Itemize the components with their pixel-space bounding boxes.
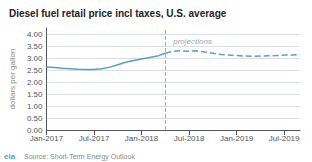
svg-text:1.50: 1.50 <box>27 90 43 99</box>
svg-text:Jul-2017: Jul-2017 <box>79 134 110 143</box>
svg-text:projections: projections <box>172 37 212 46</box>
svg-text:0.50: 0.50 <box>27 114 43 123</box>
svg-text:2.50: 2.50 <box>27 66 43 75</box>
svg-text:Jan-2019: Jan-2019 <box>220 134 254 143</box>
svg-text:2.00: 2.00 <box>27 78 43 87</box>
svg-text:eia: eia <box>4 152 16 161</box>
svg-text:3.50: 3.50 <box>27 42 43 51</box>
svg-text:Diesel fuel retail price incl: Diesel fuel retail price incl taxes, U.S… <box>9 8 227 19</box>
svg-text:1.00: 1.00 <box>27 102 43 111</box>
svg-text:4.00: 4.00 <box>27 30 43 39</box>
svg-text:Jan-2017: Jan-2017 <box>30 134 64 143</box>
svg-text:Jul-2018: Jul-2018 <box>174 134 205 143</box>
svg-text:0.00: 0.00 <box>26 125 43 135</box>
svg-text:dollars per gallon: dollars per gallon <box>8 49 17 110</box>
svg-text:Source: Short-Term Energy Outl: Source: Short-Term Energy Outlook <box>24 153 135 161</box>
svg-text:Jan-2018: Jan-2018 <box>125 134 159 143</box>
svg-text:3.00: 3.00 <box>27 54 43 63</box>
svg-text:Jul-2019: Jul-2019 <box>269 134 300 143</box>
